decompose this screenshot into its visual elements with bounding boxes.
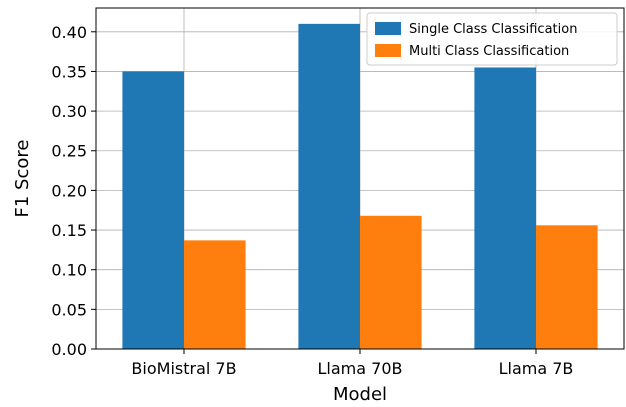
x-tick-label: BioMistral 7B [131, 359, 236, 378]
y-axis-title: F1 Score [12, 140, 33, 218]
y-tick-label: 0.15 [51, 221, 87, 240]
bar-single-class-0 [122, 71, 184, 349]
legend-swatch [375, 44, 401, 57]
y-tick-label: 0.35 [51, 62, 87, 81]
y-tick-label: 0.05 [51, 300, 87, 319]
y-tick-label: 0.25 [51, 142, 87, 161]
legend-swatch [375, 22, 401, 35]
bars [122, 23, 598, 349]
legend-label: Single Class Classification [409, 22, 577, 37]
y-tick-label: 0.10 [51, 261, 87, 280]
bar-multi-class-2 [536, 225, 598, 349]
x-axis-ticks: BioMistral 7B Llama 70B Llama 7B [131, 349, 573, 378]
bar-multi-class-0 [184, 240, 246, 349]
y-axis-ticks: 0.00 0.05 0.10 0.15 0.20 0.25 0.30 0.35 0.40 [51, 23, 96, 359]
y-tick-label: 0.00 [51, 340, 87, 359]
y-tick-label: 0.20 [51, 181, 87, 200]
bar-multi-class-1 [360, 215, 422, 349]
x-tick-label: Llama 7B [499, 359, 574, 378]
legend-box [366, 12, 618, 66]
x-axis-title: Model [333, 384, 387, 405]
x-tick-label: Llama 70B [318, 359, 403, 378]
bar-single-class-1 [298, 23, 360, 349]
bar-single-class-2 [474, 67, 536, 349]
y-tick-label: 0.30 [51, 102, 87, 121]
y-tick-label: 0.40 [51, 23, 87, 42]
legend: Single Class Classification Multi Class C… [366, 12, 618, 66]
legend-label: Multi Class Classification [409, 44, 569, 59]
